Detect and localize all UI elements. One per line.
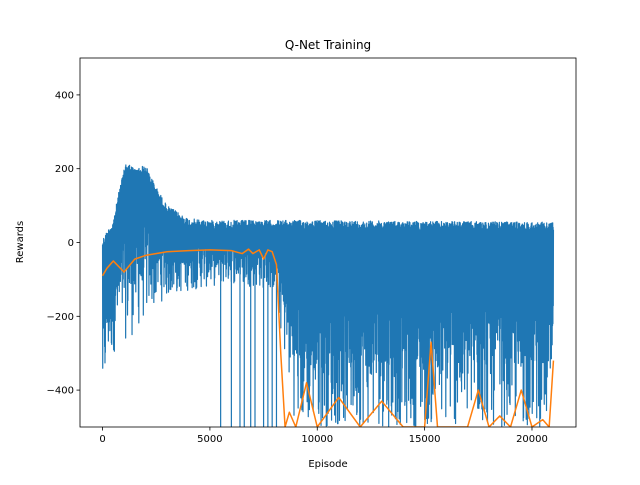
y-tick-label: 400: [55, 90, 74, 101]
x-axis-label: Episode: [308, 459, 347, 470]
chart-title: Q-Net Training: [285, 38, 371, 52]
x-tick-label: 5000: [197, 434, 222, 445]
x-tick-label: 10000: [301, 434, 333, 445]
y-tick-label: 200: [55, 164, 74, 175]
y-tick-label: −400: [47, 386, 74, 397]
x-tick-label: 0: [99, 434, 105, 445]
y-tick-label: −200: [47, 312, 74, 323]
x-tick-label: 15000: [409, 434, 441, 445]
series-layer: [101, 164, 555, 427]
x-axis: 0 5000 10000 15000 20000: [99, 427, 548, 445]
episode-rewards-line: [101, 164, 555, 427]
y-axis-label: Rewards: [15, 221, 26, 263]
x-tick-label: 20000: [516, 434, 548, 445]
y-axis: −400 −200 0 200 400: [47, 90, 80, 397]
moving-average-line: [101, 248, 555, 427]
y-tick-label: 0: [68, 238, 74, 249]
